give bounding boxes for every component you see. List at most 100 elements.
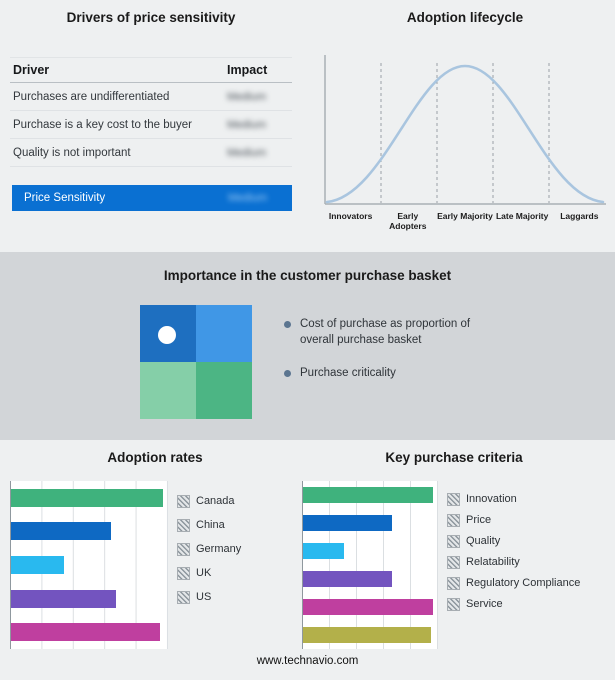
drivers-table-header: Driver Impact	[10, 57, 292, 83]
bar-row-canada	[11, 488, 168, 507]
legend-swatch-icon	[447, 597, 460, 611]
driver-row: Purchase is a key cost to the buyer Mediu…	[10, 111, 292, 139]
legend-item-regulatory-compliance: Regulatory Compliance	[447, 576, 581, 590]
bullet-icon	[284, 321, 291, 328]
bar-row-us	[11, 623, 168, 642]
bar-service	[303, 627, 432, 643]
legend-item-us: US	[177, 590, 241, 604]
legend-swatch-icon	[447, 492, 460, 506]
legend-item-china: China	[177, 518, 241, 532]
highlight-impact-value: Medium	[228, 192, 268, 204]
legend-item-innovation: Innovation	[447, 492, 580, 506]
driver-label: Purchases are undifferentiated	[13, 90, 170, 103]
driver-row: Quality is not important Medium	[10, 139, 292, 167]
legend-item-canada: Canada	[177, 494, 241, 508]
key-purchase-criteria-legend: Innovation Price Quality Relatability Regula…	[447, 481, 581, 649]
bar-row-regulatory-compliance	[303, 599, 438, 615]
drivers-table: Driver Impact Purchases are undifferenti…	[10, 57, 292, 211]
adoption-rates-plot	[10, 481, 168, 649]
adoption-rates-chart: Canada China Germany UK US	[10, 481, 300, 649]
bar-canada	[11, 488, 164, 507]
key-purchase-criteria-chart: Innovation Price Quality Relatability Regula…	[302, 481, 606, 649]
legend-label: Quality	[466, 535, 501, 547]
basket-bullet: Purchase criticality	[284, 366, 496, 382]
adoption-rates-legend: Canada China Germany UK US	[177, 481, 242, 649]
lifecycle-chart	[322, 53, 608, 207]
bullet-text: Purchase criticality	[300, 367, 396, 380]
legend-swatch-icon	[177, 566, 190, 580]
bar-quality	[303, 543, 344, 559]
price-sensitivity-row: Price Sensitivity Medium	[12, 185, 292, 211]
bar-innovation	[303, 487, 433, 503]
lifecycle-panel: Adoption lifecycle Innovators Early Adopt…	[322, 10, 608, 231]
bar-price	[303, 515, 393, 531]
col-driver: Driver	[13, 63, 50, 77]
bar-row-quality	[303, 543, 438, 559]
driver-label: Quality is not important	[13, 146, 131, 159]
legend-label: China	[196, 519, 225, 531]
bar-row-germany	[11, 555, 168, 574]
key-purchase-criteria-title: Key purchase criteria	[385, 450, 523, 465]
footer-url: www.technavio.com	[256, 655, 359, 667]
impact-value: Medium	[227, 90, 267, 103]
legend-item-uk: UK	[177, 566, 241, 580]
lifecycle-stage-label: Early Adopters	[389, 211, 427, 232]
legend-label: Regulatory Compliance	[466, 577, 581, 589]
legend-label: Price	[466, 514, 492, 526]
lifecycle-stage-label: Early Majority	[437, 211, 493, 221]
lifecycle-stage-label: Innovators	[328, 211, 373, 221]
legend-swatch-icon	[177, 590, 190, 604]
legend-label: Relatability	[466, 556, 520, 568]
bar-germany	[11, 555, 65, 574]
basket-quadrant-grid	[140, 305, 252, 419]
col-impact: Impact	[227, 63, 268, 77]
legend-label: Germany	[196, 543, 242, 555]
bar-china	[11, 522, 112, 541]
legend-swatch-icon	[447, 513, 460, 527]
legend-swatch-icon	[447, 534, 460, 548]
legend-item-quality: Quality	[447, 534, 580, 548]
impact-value: Medium	[227, 146, 267, 159]
bar-relatability	[303, 571, 393, 587]
legend-swatch-icon	[447, 555, 460, 569]
bar-row-uk	[11, 589, 168, 608]
highlight-driver-label: Price Sensitivity	[24, 192, 106, 204]
bar-row-china	[11, 522, 168, 541]
lifecycle-stage-label: Laggards	[560, 211, 599, 221]
basket-bullet: Cost of purchase as proportion of overal…	[284, 317, 496, 348]
legend-swatch-icon	[177, 542, 190, 556]
drivers-panel: Drivers of price sensitivity Driver Impa…	[10, 10, 292, 211]
drivers-title: Drivers of price sensitivity	[66, 10, 236, 25]
position-dot-icon	[158, 326, 176, 344]
drivers-table-body: Purchases are undifferentiated Medium Purc…	[10, 83, 292, 167]
legend-label: US	[196, 591, 212, 603]
basket-quadrant	[196, 362, 252, 419]
bar-regulatory-compliance	[303, 599, 433, 615]
driver-label: Purchase is a key cost to the buyer	[13, 118, 192, 131]
bar-uk	[11, 589, 117, 608]
legend-item-relatability: Relatability	[447, 555, 580, 569]
legend-item-service: Service	[447, 597, 580, 611]
basket-bullet-list: Cost of purchase as proportion of overal…	[284, 317, 496, 419]
adoption-rates-panel: Adoption rates Canada China Germany UK US	[10, 450, 300, 649]
lifecycle-stage-labels: Innovators Early Adopters Early Majority La…	[322, 211, 608, 231]
basket-content: Cost of purchase as proportion of overal…	[0, 305, 615, 419]
impact-value: Medium	[227, 118, 267, 131]
legend-swatch-icon	[177, 494, 190, 508]
bell-curve-svg	[324, 55, 606, 205]
bar-row-relatability	[303, 571, 438, 587]
bullet-icon	[284, 370, 291, 378]
legend-label: Canada	[196, 495, 235, 507]
basket-quadrant	[196, 305, 252, 362]
bar-row-innovation	[303, 487, 438, 503]
lifecycle-title: Adoption lifecycle	[406, 10, 524, 25]
legend-label: Service	[466, 598, 503, 610]
legend-item-germany: Germany	[177, 542, 242, 556]
bar-row-service	[303, 627, 438, 643]
legend-item-price: Price	[447, 513, 580, 527]
legend-label: UK	[196, 567, 212, 579]
legend-label: Innovation	[466, 493, 517, 505]
legend-swatch-icon	[177, 518, 190, 532]
legend-swatch-icon	[447, 576, 460, 590]
key-purchase-criteria-panel: Key purchase criteria Innovation Price Qua…	[302, 450, 606, 649]
